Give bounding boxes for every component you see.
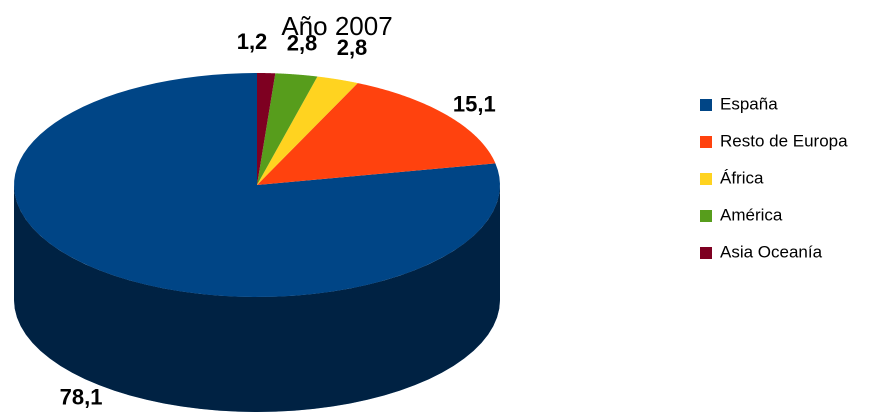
value-label: 78,1 [60, 384, 103, 409]
slice [257, 83, 496, 185]
legend-label: Asia Oceanía [720, 242, 823, 261]
legend-label: África [720, 168, 764, 187]
slice-side-shade [14, 185, 500, 412]
slice [257, 76, 358, 185]
legend-swatch [700, 210, 712, 222]
value-label: 1,2 [237, 29, 268, 54]
legend-label: Resto de Europa [720, 131, 848, 150]
value-label: 15,1 [453, 92, 496, 117]
slice [257, 73, 276, 185]
value-label: 2,8 [287, 30, 318, 55]
legend-swatch [700, 136, 712, 148]
slice [257, 73, 318, 185]
legend-swatch [700, 99, 712, 111]
legend-swatch [700, 173, 712, 185]
chart-title: Año 2007 [281, 11, 392, 41]
legend-label: España [720, 94, 778, 113]
legend-swatch [700, 247, 712, 259]
value-label: 2,8 [337, 35, 368, 60]
legend-label: América [720, 205, 783, 224]
slice [14, 73, 500, 297]
